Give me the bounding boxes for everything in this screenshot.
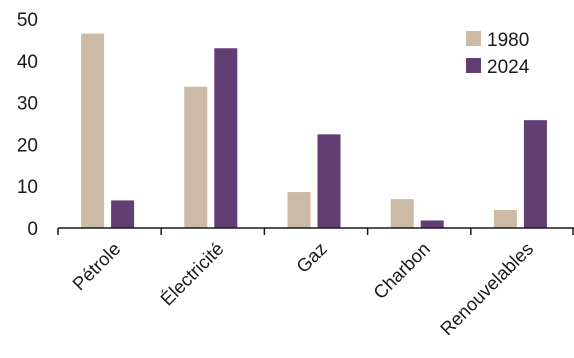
bar-2024 bbox=[523, 120, 547, 228]
x-tick-label: Électricité bbox=[156, 238, 228, 310]
y-tick-label: 0 bbox=[27, 219, 38, 240]
legend: 1980 2024 bbox=[466, 30, 530, 78]
bar-1980 bbox=[81, 33, 105, 228]
x-tick-label: Pétrole bbox=[68, 238, 124, 294]
bar-1980 bbox=[184, 86, 208, 228]
legend-label: 2024 bbox=[487, 57, 530, 78]
y-axis: 0 10 20 30 40 50 bbox=[17, 10, 38, 240]
y-tick-label: 10 bbox=[17, 177, 38, 198]
legend-swatch-1980 bbox=[466, 31, 481, 46]
bar-1980 bbox=[493, 210, 517, 228]
y-tick-label: 30 bbox=[17, 94, 38, 115]
bar-1980 bbox=[287, 192, 311, 228]
y-tick-label: 40 bbox=[17, 52, 38, 73]
x-axis: Pétrole Électricité Gaz Charbon Renouvelable… bbox=[57, 227, 574, 339]
x-tick-label: Charbon bbox=[369, 238, 434, 303]
bar-1980 bbox=[390, 199, 414, 228]
legend-swatch-2024 bbox=[466, 58, 481, 73]
bar-2024 bbox=[420, 220, 444, 228]
legend-label: 1980 bbox=[487, 30, 529, 51]
bar-2024 bbox=[214, 48, 238, 229]
bars bbox=[81, 33, 547, 229]
y-tick-label: 20 bbox=[17, 135, 38, 156]
y-tick-label: 50 bbox=[17, 10, 38, 31]
x-tick-label: Renouvelables bbox=[436, 238, 537, 339]
bar-2024 bbox=[111, 200, 135, 228]
bar-2024 bbox=[317, 134, 341, 228]
x-tick-label: Gaz bbox=[292, 238, 331, 277]
